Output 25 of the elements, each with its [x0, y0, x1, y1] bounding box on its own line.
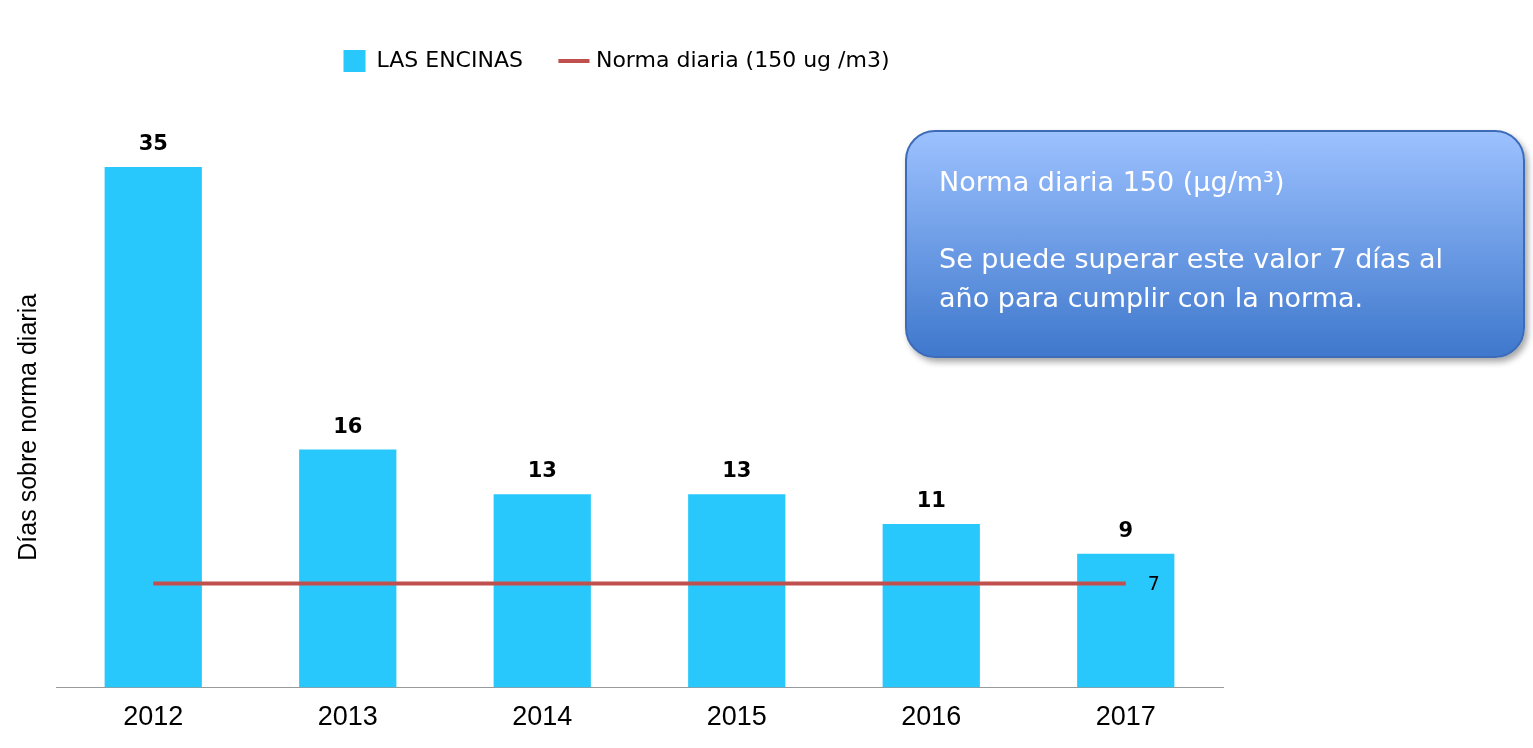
legend-label: Norma diaria (150 ug /m3)	[595, 46, 890, 72]
data-label: 35	[138, 130, 168, 155]
x-tick-label: 2013	[317, 701, 378, 732]
data-label: 7	[1147, 572, 1160, 595]
bar	[299, 449, 397, 688]
data-label: 11	[916, 487, 946, 512]
data-label: 9	[1118, 517, 1134, 542]
bar	[1077, 553, 1175, 688]
annotation: Se puede superar este valor 7 días al año para cumplir con la norma.	[939, 241, 1445, 315]
data-label: 13	[527, 458, 557, 483]
x-tick-label: 2015	[706, 701, 767, 732]
bar	[104, 167, 202, 688]
bar	[493, 494, 591, 688]
x-tick-label: 2014	[512, 701, 573, 732]
legend-label: LAS ENCINAS	[376, 46, 523, 72]
x-tick-label: 2016	[901, 701, 962, 732]
data-label: 16	[333, 413, 363, 438]
bar	[882, 523, 980, 688]
x-tick-label: 2017	[1095, 701, 1156, 732]
bar	[688, 494, 786, 688]
x-tick-label: 2012	[123, 701, 184, 732]
annotation: Norma diaria 150 (µg/m³)	[939, 165, 1286, 199]
callout-box: Norma diaria 150 (µg/m³) Se puede superar este valor 7 días al año para cumplir con la norma.	[905, 130, 1525, 358]
data-label: 13	[722, 458, 752, 483]
y-axis-title: Días sobre norma diaria	[12, 293, 41, 561]
